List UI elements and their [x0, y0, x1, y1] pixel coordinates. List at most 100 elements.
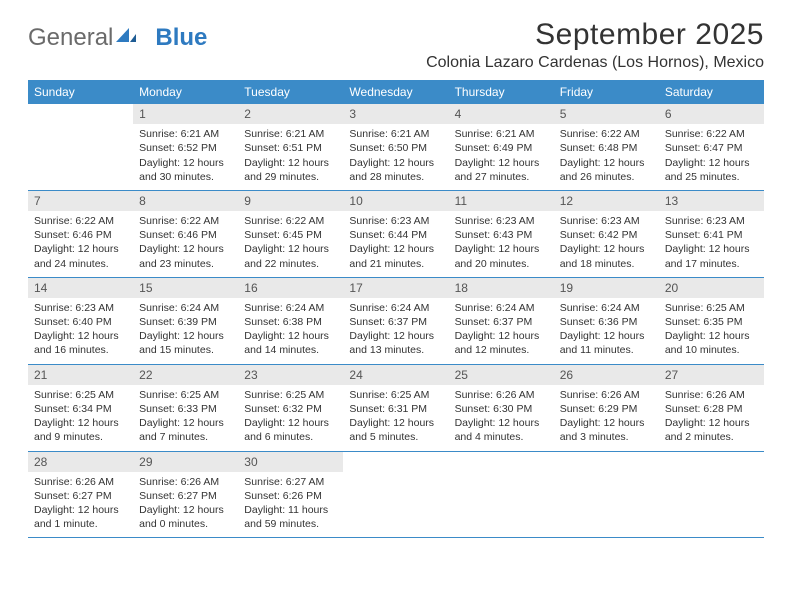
- sunset-text: Sunset: 6:33 PM: [139, 402, 232, 416]
- day-cell: [554, 452, 659, 538]
- daylight-text: Daylight: 12 hours and 4 minutes.: [455, 416, 548, 444]
- sunrise-text: Sunrise: 6:23 AM: [34, 301, 127, 315]
- day-detail: Sunrise: 6:22 AMSunset: 6:46 PMDaylight:…: [133, 214, 238, 271]
- day-number: 10: [343, 191, 448, 211]
- sunrise-text: Sunrise: 6:21 AM: [455, 127, 548, 141]
- day-cell: 24Sunrise: 6:25 AMSunset: 6:31 PMDayligh…: [343, 365, 448, 451]
- day-cell: 23Sunrise: 6:25 AMSunset: 6:32 PMDayligh…: [238, 365, 343, 451]
- day-detail: Sunrise: 6:24 AMSunset: 6:39 PMDaylight:…: [133, 301, 238, 358]
- day-number: 1: [133, 104, 238, 124]
- daylight-text: Daylight: 12 hours and 18 minutes.: [560, 242, 653, 270]
- sunset-text: Sunset: 6:47 PM: [665, 141, 758, 155]
- sunset-text: Sunset: 6:36 PM: [560, 315, 653, 329]
- daylight-text: Daylight: 12 hours and 26 minutes.: [560, 156, 653, 184]
- day-cell: 13 Sunrise: 6:23 AMSunset: 6:41 PMDayligh…: [659, 191, 764, 277]
- day-cell: 6Sunrise: 6:22 AMSunset: 6:47 PMDaylight…: [659, 104, 764, 190]
- sunset-text: Sunset: 6:42 PM: [560, 228, 653, 242]
- sunrise-text: Sunrise: 6:24 AM: [560, 301, 653, 315]
- week-row: 7Sunrise: 6:22 AMSunset: 6:46 PMDaylight…: [28, 191, 764, 278]
- day-number: 2: [238, 104, 343, 124]
- day-detail: Sunrise: 6:25 AMSunset: 6:33 PMDaylight:…: [133, 388, 238, 445]
- day-detail: Sunrise: 6:26 AMSunset: 6:27 PMDaylight:…: [28, 475, 133, 532]
- dayhead-mon: Monday: [133, 80, 238, 104]
- daylight-text: Daylight: 12 hours and 30 minutes.: [139, 156, 232, 184]
- day-number: 7: [28, 191, 133, 211]
- sunrise-text: Sunrise: 6:25 AM: [665, 301, 758, 315]
- day-cell: 19Sunrise: 6:24 AMSunset: 6:36 PMDayligh…: [554, 278, 659, 364]
- page-title: September 2025: [426, 18, 764, 52]
- day-number: 29: [133, 452, 238, 472]
- day-cell: 27Sunrise: 6:26 AMSunset: 6:28 PMDayligh…: [659, 365, 764, 451]
- day-detail: Sunrise: 6:23 AMSunset: 6:44 PMDaylight:…: [343, 214, 448, 271]
- daylight-text: Daylight: 12 hours and 10 minutes.: [665, 329, 758, 357]
- day-cell: 22 Sunrise: 6:25 AMSunset: 6:33 PMDayligh…: [133, 365, 238, 451]
- sunset-text: Sunset: 6:50 PM: [349, 141, 442, 155]
- sunrise-text: Sunrise: 6:25 AM: [244, 388, 337, 402]
- sunrise-text: Sunrise: 6:22 AM: [244, 214, 337, 228]
- daylight-text: Daylight: 12 hours and 7 minutes.: [139, 416, 232, 444]
- day-detail: Sunrise: 6:25 AMSunset: 6:32 PMDaylight:…: [238, 388, 343, 445]
- daylight-text: Daylight: 12 hours and 9 minutes.: [34, 416, 127, 444]
- day-number: 22: [133, 365, 238, 385]
- sunset-text: Sunset: 6:48 PM: [560, 141, 653, 155]
- sunrise-text: Sunrise: 6:24 AM: [139, 301, 232, 315]
- day-number: 16: [238, 278, 343, 298]
- day-detail: Sunrise: 6:23 AMSunset: 6:40 PMDaylight:…: [28, 301, 133, 358]
- sunset-text: Sunset: 6:29 PM: [560, 402, 653, 416]
- day-number: 21: [28, 365, 133, 385]
- day-cell: 14Sunrise: 6:23 AMSunset: 6:40 PMDayligh…: [28, 278, 133, 364]
- dayhead-sat: Saturday: [659, 80, 764, 104]
- day-cell: [28, 104, 133, 190]
- sunrise-text: Sunrise: 6:23 AM: [349, 214, 442, 228]
- day-cell: 3Sunrise: 6:21 AMSunset: 6:50 PMDaylight…: [343, 104, 448, 190]
- sunrise-text: Sunrise: 6:27 AM: [244, 475, 337, 489]
- day-detail: Sunrise: 6:26 AMSunset: 6:27 PMDaylight:…: [133, 475, 238, 532]
- sunrise-text: Sunrise: 6:23 AM: [665, 214, 758, 228]
- day-cell: 8Sunrise: 6:22 AMSunset: 6:46 PMDaylight…: [133, 191, 238, 277]
- daylight-text: Daylight: 12 hours and 23 minutes.: [139, 242, 232, 270]
- sunset-text: Sunset: 6:52 PM: [139, 141, 232, 155]
- dayhead-thu: Thursday: [449, 80, 554, 104]
- sunset-text: Sunset: 6:27 PM: [139, 489, 232, 503]
- daylight-text: Daylight: 12 hours and 24 minutes.: [34, 242, 127, 270]
- day-number: 13: [659, 191, 764, 211]
- day-cell: 7Sunrise: 6:22 AMSunset: 6:46 PMDaylight…: [28, 191, 133, 277]
- day-number: 5: [554, 104, 659, 124]
- sunset-text: Sunset: 6:35 PM: [665, 315, 758, 329]
- day-cell: 30Sunrise: 6:27 AMSunset: 6:26 PMDayligh…: [238, 452, 343, 538]
- sunset-text: Sunset: 6:38 PM: [244, 315, 337, 329]
- day-number: 30: [238, 452, 343, 472]
- sunrise-text: Sunrise: 6:26 AM: [665, 388, 758, 402]
- sunset-text: Sunset: 6:30 PM: [455, 402, 548, 416]
- sunset-text: Sunset: 6:49 PM: [455, 141, 548, 155]
- daylight-text: Daylight: 12 hours and 28 minutes.: [349, 156, 442, 184]
- day-cell: 18 Sunrise: 6:24 AMSunset: 6:37 PMDayligh…: [449, 278, 554, 364]
- day-cell: 15Sunrise: 6:24 AMSunset: 6:39 PMDayligh…: [133, 278, 238, 364]
- daylight-text: Daylight: 12 hours and 2 minutes.: [665, 416, 758, 444]
- dayhead-tue: Tuesday: [238, 80, 343, 104]
- daylight-text: Daylight: 12 hours and 21 minutes.: [349, 242, 442, 270]
- sunrise-text: Sunrise: 6:26 AM: [139, 475, 232, 489]
- daylight-text: Daylight: 12 hours and 14 minutes.: [244, 329, 337, 357]
- day-number: 18: [449, 278, 554, 298]
- day-detail: Sunrise: 6:23 AMSunset: 6:41 PMDaylight:…: [659, 214, 764, 271]
- weeks-container: 1Sunrise: 6:21 AMSunset: 6:52 PMDaylight…: [28, 104, 764, 538]
- day-header-row: Sunday Monday Tuesday Wednesday Thursday…: [28, 80, 764, 104]
- title-block: September 2025 Colonia Lazaro Cardenas (…: [426, 18, 764, 72]
- sunrise-text: Sunrise: 6:21 AM: [139, 127, 232, 141]
- day-detail: Sunrise: 6:21 AMSunset: 6:49 PMDaylight:…: [449, 127, 554, 184]
- sunset-text: Sunset: 6:39 PM: [139, 315, 232, 329]
- sunset-text: Sunset: 6:40 PM: [34, 315, 127, 329]
- day-detail: Sunrise: 6:22 AMSunset: 6:48 PMDaylight:…: [554, 127, 659, 184]
- day-number: 17: [343, 278, 448, 298]
- day-detail: Sunrise: 6:24 AMSunset: 6:37 PMDaylight:…: [449, 301, 554, 358]
- sunrise-text: Sunrise: 6:26 AM: [34, 475, 127, 489]
- daylight-text: Daylight: 12 hours and 20 minutes.: [455, 242, 548, 270]
- day-detail: Sunrise: 6:25 AMSunset: 6:31 PMDaylight:…: [343, 388, 448, 445]
- day-detail: Sunrise: 6:21 AMSunset: 6:51 PMDaylight:…: [238, 127, 343, 184]
- day-number: 6: [659, 104, 764, 124]
- sunrise-text: Sunrise: 6:21 AM: [349, 127, 442, 141]
- day-number: 20: [659, 278, 764, 298]
- daylight-text: Daylight: 12 hours and 1 minute.: [34, 503, 127, 531]
- sunrise-text: Sunrise: 6:21 AM: [244, 127, 337, 141]
